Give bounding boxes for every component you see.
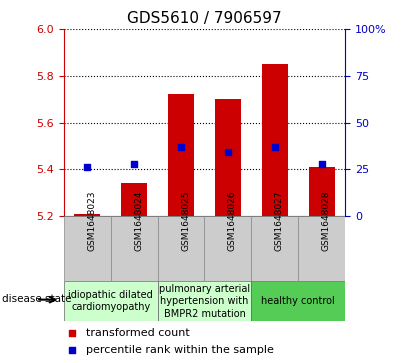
Point: [225, 150, 231, 155]
Point: [69, 347, 76, 352]
Bar: [215, 99, 241, 216]
Bar: [168, 94, 194, 216]
Bar: [121, 183, 147, 216]
Bar: [157, 281, 252, 321]
Point: [178, 144, 184, 150]
Bar: [252, 216, 298, 281]
Point: [319, 161, 325, 167]
Text: GSM1648026: GSM1648026: [228, 191, 237, 252]
Text: GSM1648027: GSM1648027: [275, 191, 284, 252]
Text: transformed count: transformed count: [86, 328, 190, 338]
Bar: [298, 216, 345, 281]
Text: disease state: disease state: [2, 294, 72, 304]
Point: [84, 164, 90, 170]
Bar: [64, 216, 111, 281]
Bar: [309, 167, 335, 216]
Text: GSM1648024: GSM1648024: [134, 191, 143, 252]
Text: pulmonary arterial
hypertension with
BMPR2 mutation: pulmonary arterial hypertension with BMP…: [159, 284, 250, 319]
Text: idiopathic dilated
cardiomyopathy: idiopathic dilated cardiomyopathy: [68, 290, 153, 313]
Bar: [64, 281, 157, 321]
Text: GSM1648028: GSM1648028: [322, 191, 331, 252]
Bar: [74, 214, 100, 216]
Text: healthy control: healthy control: [261, 296, 335, 306]
Bar: [252, 281, 345, 321]
Title: GDS5610 / 7906597: GDS5610 / 7906597: [127, 12, 282, 26]
Text: percentile rank within the sample: percentile rank within the sample: [86, 344, 274, 355]
Bar: [111, 216, 157, 281]
Text: GSM1648025: GSM1648025: [181, 191, 190, 252]
Bar: [205, 216, 252, 281]
Text: GSM1648023: GSM1648023: [87, 191, 96, 252]
Point: [69, 330, 76, 336]
Bar: [262, 64, 288, 216]
Point: [272, 144, 278, 150]
Bar: [157, 216, 205, 281]
Point: [131, 161, 137, 167]
